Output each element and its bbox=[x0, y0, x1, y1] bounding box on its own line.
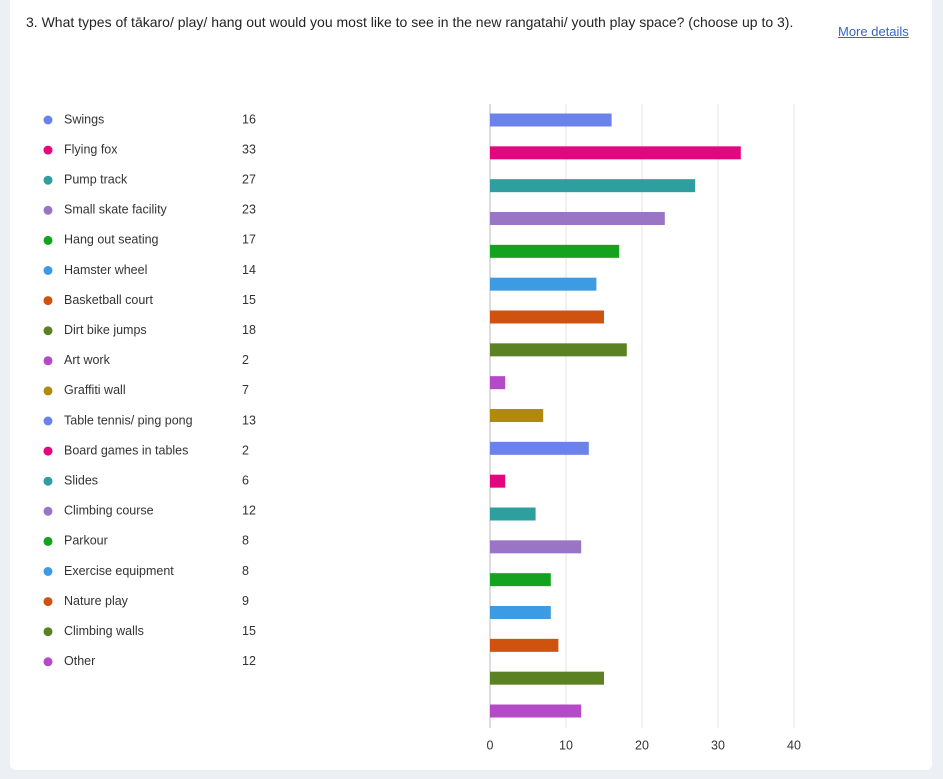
bar bbox=[490, 146, 741, 160]
legend-label: Dirt bike jumps bbox=[64, 323, 147, 337]
x-tick-label: 0 bbox=[487, 738, 494, 752]
bar bbox=[490, 474, 506, 488]
bar bbox=[490, 113, 612, 127]
legend-count: 27 bbox=[242, 172, 256, 186]
legend-count: 33 bbox=[242, 142, 256, 156]
more-details-link[interactable]: More details bbox=[838, 24, 909, 39]
legend-label: Small skate facility bbox=[64, 203, 168, 217]
bar bbox=[490, 507, 536, 521]
legend-label: Other bbox=[64, 654, 95, 668]
legend-dot bbox=[43, 356, 53, 366]
bar bbox=[490, 540, 582, 554]
legend-dot bbox=[43, 175, 53, 185]
legend-label: Climbing walls bbox=[64, 624, 144, 638]
legend-count: 12 bbox=[242, 654, 256, 668]
x-tick-label: 10 bbox=[559, 738, 573, 752]
bar bbox=[490, 704, 582, 718]
bar bbox=[490, 310, 604, 324]
question-title: 3. What types of tākaro/ play/ hang out … bbox=[26, 14, 794, 30]
legend-label: Art work bbox=[64, 353, 111, 367]
bar bbox=[490, 441, 589, 455]
legend-count: 16 bbox=[242, 112, 256, 126]
bar bbox=[490, 606, 551, 619]
legend-label: Slides bbox=[64, 473, 98, 487]
legend-count: 7 bbox=[242, 383, 249, 397]
legend-label: Basketball court bbox=[64, 293, 153, 307]
legend-label: Parkour bbox=[64, 534, 108, 548]
bar bbox=[490, 409, 544, 422]
legend-dot bbox=[43, 115, 53, 125]
legend-label: Hang out seating bbox=[64, 233, 159, 247]
legend-count: 12 bbox=[242, 504, 256, 518]
legend-count: 17 bbox=[242, 233, 256, 247]
legend-dot bbox=[43, 567, 53, 576]
chart: 0 10 20 30 40 Swings 16 Flying fox 33 Pump track 2… bbox=[43, 104, 801, 752]
legend-label: Table tennis/ ping pong bbox=[64, 413, 193, 427]
legend-count: 15 bbox=[242, 293, 256, 307]
legend-label: Board games in tables bbox=[64, 443, 188, 457]
legend-count: 8 bbox=[242, 564, 249, 578]
legend-count: 15 bbox=[242, 624, 256, 638]
legend-dot bbox=[43, 657, 53, 667]
legend-dot bbox=[43, 536, 53, 546]
legend-count: 14 bbox=[242, 263, 256, 277]
legend-count: 8 bbox=[242, 534, 249, 548]
legend-label: Hamster wheel bbox=[64, 263, 147, 277]
legend-count: 9 bbox=[242, 594, 249, 608]
legend-label: Graffiti wall bbox=[64, 383, 126, 397]
legend-label: Pump track bbox=[64, 172, 128, 186]
bar bbox=[490, 277, 597, 291]
x-tick-label: 30 bbox=[711, 738, 725, 752]
legend-label: Exercise equipment bbox=[64, 564, 174, 578]
x-tick-label: 20 bbox=[635, 738, 649, 752]
x-tick-label: 40 bbox=[787, 738, 801, 752]
legend-dot bbox=[43, 627, 53, 637]
legend-count: 23 bbox=[242, 203, 256, 217]
legend-dot bbox=[43, 416, 53, 426]
legend-dot bbox=[43, 326, 53, 336]
legend-label: Nature play bbox=[64, 594, 129, 608]
legend-dot bbox=[43, 476, 53, 486]
legend-count: 13 bbox=[242, 413, 256, 427]
legend-dot bbox=[43, 506, 53, 516]
bar bbox=[490, 376, 506, 390]
card: 3. What types of tākaro/ play/ hang out … bbox=[10, 0, 932, 770]
bar bbox=[490, 244, 620, 258]
bar bbox=[490, 638, 559, 652]
legend-label: Swings bbox=[64, 112, 104, 126]
legend-dot bbox=[43, 597, 53, 607]
legend-count: 2 bbox=[242, 353, 249, 367]
legend-dot bbox=[43, 266, 53, 275]
bar bbox=[490, 179, 696, 193]
legend-dot bbox=[43, 235, 53, 245]
bar bbox=[490, 212, 665, 225]
legend-dot bbox=[43, 145, 53, 155]
legend-dot bbox=[43, 446, 53, 456]
legend-label: Climbing course bbox=[64, 504, 154, 518]
legend-count: 18 bbox=[242, 323, 256, 337]
legend-dot bbox=[43, 386, 53, 396]
bar bbox=[490, 573, 551, 587]
legend-dot bbox=[43, 296, 53, 306]
legend-count: 2 bbox=[242, 443, 249, 457]
legend-count: 6 bbox=[242, 473, 249, 487]
legend-label: Flying fox bbox=[64, 142, 118, 156]
legend-dot bbox=[43, 205, 53, 215]
bar bbox=[490, 671, 604, 685]
bar bbox=[490, 343, 627, 357]
